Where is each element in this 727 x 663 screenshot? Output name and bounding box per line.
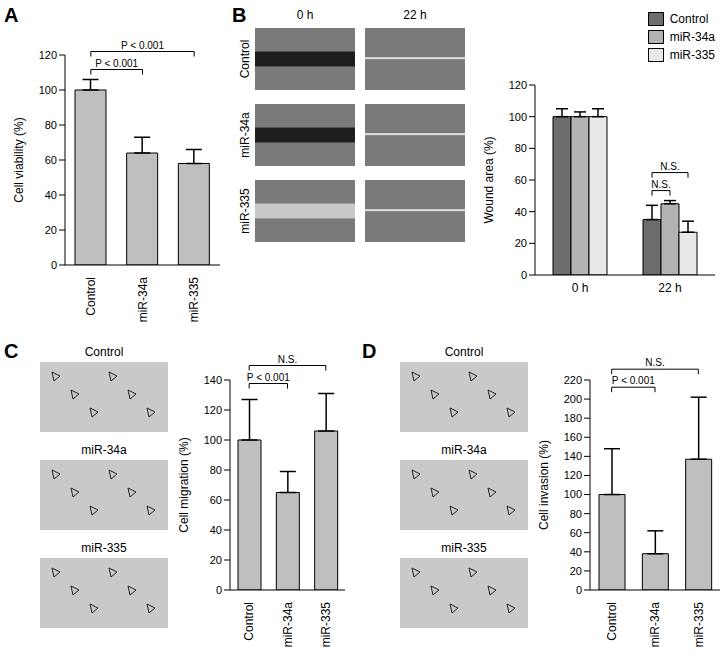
svg-text:Control: Control	[238, 40, 252, 79]
svg-text:miR-34a: miR-34a	[238, 112, 252, 158]
svg-text:N.S.: N.S.	[651, 179, 670, 190]
svg-text:N.S.: N.S.	[645, 357, 664, 368]
svg-text:Cell viability (%): Cell viability (%)	[12, 117, 26, 202]
svg-text:N.S.: N.S.	[278, 354, 297, 365]
svg-text:miR-335: miR-335	[187, 277, 201, 323]
svg-text:P < 0.001: P < 0.001	[247, 372, 290, 383]
svg-text:100: 100	[564, 488, 582, 500]
svg-text:140: 140	[204, 374, 222, 386]
svg-text:100: 100	[509, 111, 527, 123]
svg-text:22 h: 22 h	[658, 281, 681, 295]
svg-text:miR-34a: miR-34a	[281, 602, 295, 648]
svg-text:140: 140	[564, 450, 582, 462]
svg-text:120: 120	[204, 404, 222, 416]
svg-text:0: 0	[51, 259, 57, 271]
html-text:D: D	[362, 340, 377, 362]
svg-text:Cell migration (%): Cell migration (%)	[177, 437, 191, 532]
html-text:miR-34a: miR-34a	[441, 443, 487, 457]
svg-text:100: 100	[204, 434, 222, 446]
svg-text:miR-34a: miR-34a	[136, 277, 150, 323]
svg-text:180: 180	[564, 412, 582, 424]
html-text:Control: Control	[84, 345, 124, 359]
html-text:C: C	[4, 340, 19, 362]
svg-text:80: 80	[210, 464, 222, 476]
svg-text:120: 120	[509, 79, 527, 91]
svg-text:Control: Control	[605, 602, 619, 641]
svg-text:Control: Control	[84, 277, 98, 316]
html-text:22 h: 22 h	[403, 8, 427, 22]
svg-text:120: 120	[564, 469, 582, 481]
svg-text:0: 0	[216, 584, 222, 596]
svg-text:80: 80	[570, 508, 582, 520]
svg-text:60: 60	[45, 154, 57, 166]
svg-text:0: 0	[521, 269, 527, 281]
svg-text:20: 20	[570, 565, 582, 577]
svg-text:miR-335: miR-335	[319, 602, 333, 648]
svg-text:P < 0.001: P < 0.001	[121, 40, 164, 51]
svg-text:0 h: 0 h	[572, 281, 589, 295]
svg-text:miR-335: miR-335	[238, 188, 252, 234]
html-text:A: A	[4, 4, 19, 26]
html-text:Control: Control	[669, 12, 709, 26]
html-text:Control: Control	[444, 345, 484, 359]
svg-text:20: 20	[515, 237, 527, 249]
svg-text:60: 60	[570, 527, 582, 539]
svg-text:miR-34a: miR-34a	[648, 602, 662, 648]
svg-text:N.S.: N.S.	[660, 161, 679, 172]
html-text:B: B	[232, 4, 247, 26]
html-text:0 h: 0 h	[296, 8, 314, 22]
svg-text:40: 40	[45, 189, 57, 201]
svg-text:P < 0.001: P < 0.001	[95, 58, 138, 69]
svg-text:0: 0	[576, 584, 582, 596]
svg-text:40: 40	[515, 206, 527, 218]
svg-text:220: 220	[564, 374, 582, 386]
svg-text:60: 60	[515, 174, 527, 186]
svg-text:120: 120	[39, 49, 57, 61]
svg-text:40: 40	[210, 524, 222, 536]
svg-text:20: 20	[45, 224, 57, 236]
svg-text:160: 160	[564, 431, 582, 443]
svg-text:Wound area (%): Wound area (%)	[482, 136, 496, 223]
svg-text:200: 200	[564, 393, 582, 405]
html-text:miR-34a: miR-34a	[81, 443, 127, 457]
html-text:miR-335: miR-335	[81, 541, 127, 555]
svg-text:80: 80	[45, 119, 57, 131]
svg-text:40: 40	[570, 546, 582, 558]
svg-text:Control: Control	[242, 602, 256, 641]
svg-text:80: 80	[515, 142, 527, 154]
svg-text:100: 100	[39, 84, 57, 96]
svg-text:Cell invasion (%): Cell invasion (%)	[537, 440, 551, 530]
html-text:miR-335: miR-335	[441, 541, 487, 555]
html-text:miR-335: miR-335	[669, 48, 715, 62]
svg-text:miR-335: miR-335	[692, 602, 706, 648]
svg-text:P < 0.001: P < 0.001	[612, 375, 655, 386]
svg-text:20: 20	[210, 554, 222, 566]
svg-text:60: 60	[210, 494, 222, 506]
html-text:miR-34a: miR-34a	[669, 30, 715, 44]
